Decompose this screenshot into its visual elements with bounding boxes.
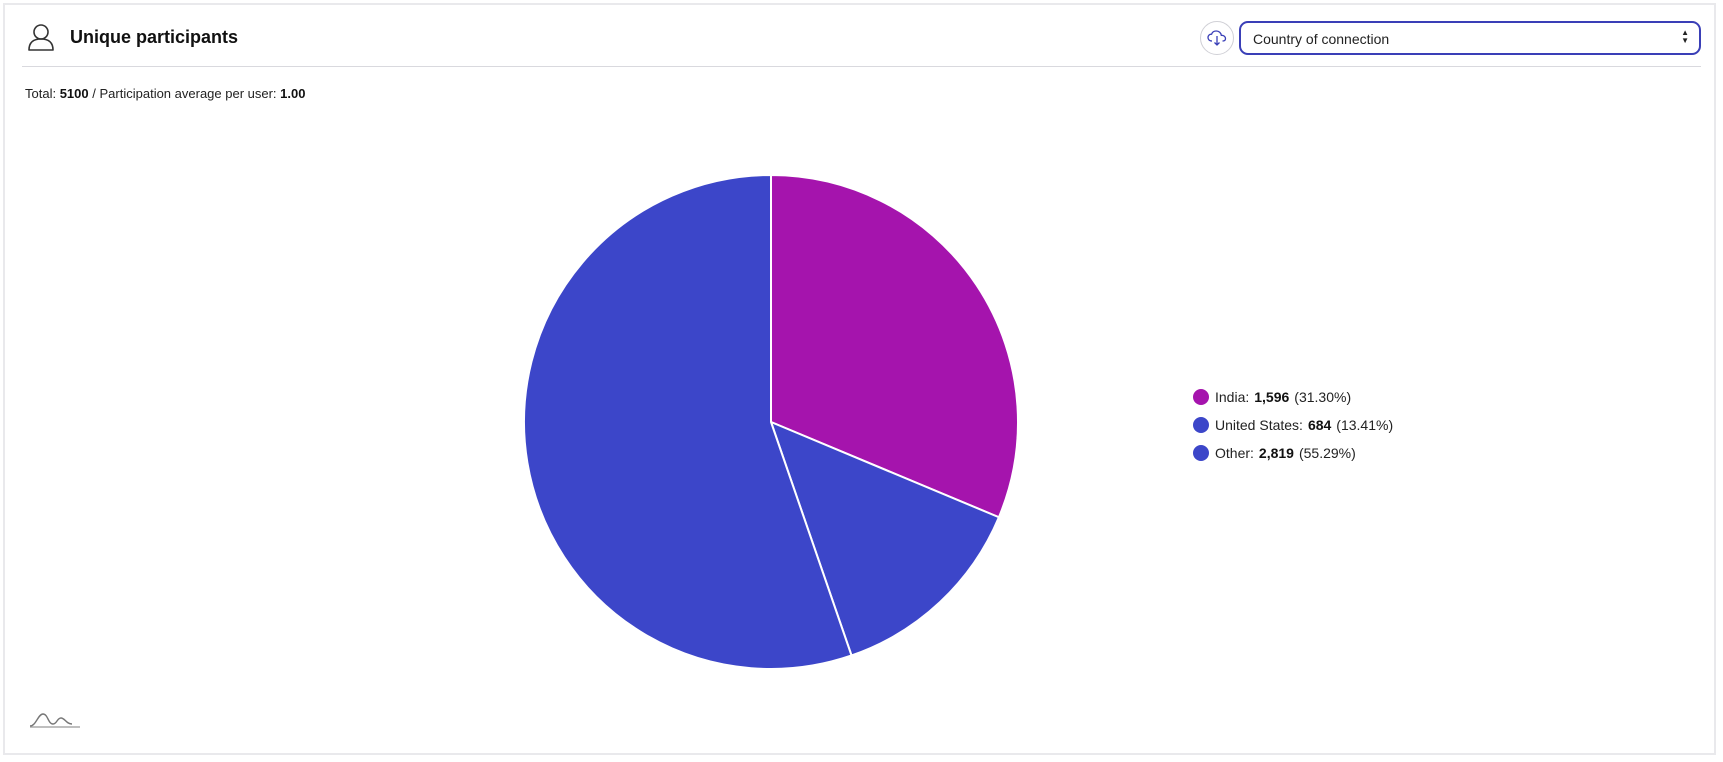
average-value: 1.00 [280, 86, 306, 101]
legend-value: 684 [1307, 417, 1332, 433]
total-value: 5100 [59, 86, 89, 101]
legend-label: United States: [1215, 417, 1303, 433]
summary-line: Total: 5100 / Participation average per … [25, 86, 305, 101]
page-title: Unique participants [70, 27, 239, 47]
pie-slice-united-states[interactable] [769, 420, 1001, 657]
wave-logo-icon [29, 713, 80, 728]
legend-item[interactable]: United States: 684 (13.41%) [1193, 411, 1393, 439]
legend-percent: (31.30%) [1294, 389, 1352, 405]
legend-item[interactable]: India: 1,596 (31.30%) [1193, 383, 1393, 411]
legend-label: Other: [1215, 445, 1254, 461]
card-header: Unique participants Country of connectio… [22, 18, 1701, 67]
legend-swatch [1193, 389, 1209, 405]
average-label: Participation average per user: [99, 86, 277, 101]
summary-separator: / [92, 86, 96, 101]
legend-value: 2,819 [1258, 445, 1294, 461]
total-label: Total: [25, 86, 57, 101]
select-arrows-icon: ▲ ▼ [1681, 28, 1689, 45]
legend-label: India: [1215, 389, 1250, 405]
cloud-download-icon [1207, 30, 1227, 46]
pie-slice-india[interactable] [770, 173, 1019, 519]
legend-value: 1,596 [1254, 389, 1290, 405]
pie-slice-other[interactable] [523, 173, 853, 670]
legend-swatch [1193, 417, 1209, 433]
legend-swatch [1193, 445, 1209, 461]
legend-percent: (55.29%) [1298, 445, 1356, 461]
chart-legend: India: 1,596 (31.30%) United States: 684 (13.… [1193, 383, 1393, 467]
legend-item[interactable]: Other: 2,819 (55.29%) [1193, 439, 1393, 467]
legend-percent: (13.41%) [1336, 417, 1394, 433]
user-icon [28, 24, 54, 51]
breakdown-select-value: Country of connection [1253, 31, 1390, 47]
breakdown-select[interactable]: Country of connection ▲ ▼ [1239, 21, 1701, 55]
download-button[interactable] [1200, 21, 1234, 55]
